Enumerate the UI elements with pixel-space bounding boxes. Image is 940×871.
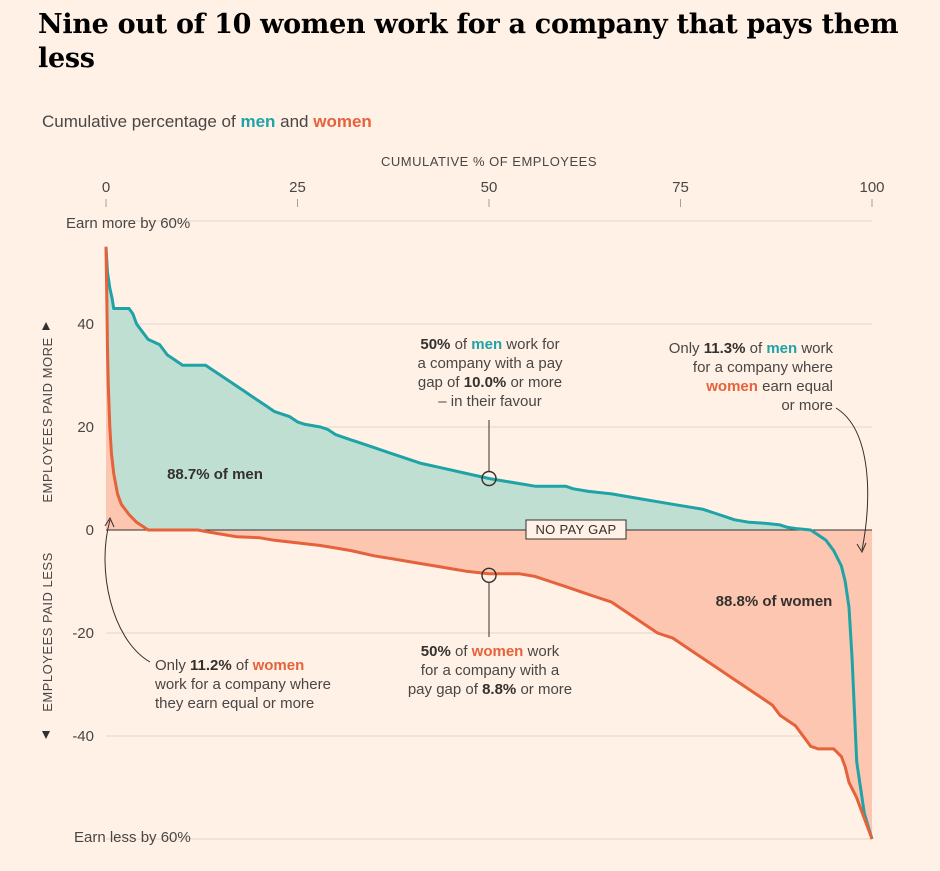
y-tick-label: 0 bbox=[86, 522, 94, 539]
anno-women-median-line: for a company with a bbox=[421, 662, 560, 679]
leader-women-equal bbox=[104, 519, 151, 663]
anno-men-equal-line: Only 11.3% of men work bbox=[669, 340, 834, 357]
region-label-women: 88.8% of women bbox=[716, 593, 833, 610]
subtitle-women: women bbox=[313, 112, 372, 131]
men-line bbox=[104, 246, 874, 840]
y-tick-label: 20 bbox=[77, 419, 94, 436]
subtitle-men: men bbox=[240, 112, 276, 131]
arrow-women-equal-icon bbox=[104, 516, 115, 528]
anno-men-median-line: a company with a pay bbox=[417, 355, 563, 372]
anno-men-equal-line: or more bbox=[781, 397, 833, 414]
marker-men-median bbox=[481, 470, 497, 487]
x-tick-label: 50 bbox=[481, 179, 498, 196]
x-axis-label: CUMULATIVE % OF EMPLOYEES bbox=[381, 154, 597, 169]
y-tick-label: -40 bbox=[72, 728, 94, 745]
anno-women-median-line: 50% of women work bbox=[421, 643, 560, 660]
women-line bbox=[104, 246, 874, 840]
women-area bbox=[106, 246, 872, 840]
anno-women-equal-line: they earn equal or more bbox=[155, 695, 314, 712]
y-tick-label: -20 bbox=[72, 625, 94, 642]
subtitle-middle: and bbox=[275, 112, 314, 131]
axes: 40 20 0 -20 -40 0 25 50 75 100 bbox=[72, 179, 884, 745]
arrow-down-icon bbox=[42, 731, 50, 739]
anno-men-median-line: gap of 10.0% or more bbox=[418, 374, 562, 391]
no-pay-gap-text: NO PAY GAP bbox=[535, 522, 616, 537]
anno-men-median-line: – in their favour bbox=[438, 393, 541, 410]
leader-men-equal bbox=[835, 407, 869, 551]
region-label-men: 88.7% of men bbox=[167, 466, 263, 483]
chart-areas bbox=[106, 246, 872, 840]
y-top-label: Earn more by 60% bbox=[66, 215, 190, 232]
chart-subtitle: Cumulative percentage of men and women bbox=[42, 112, 372, 132]
subtitle-prefix: Cumulative percentage of bbox=[42, 112, 241, 131]
y-label-less: EMPLOYEES PAID LESS bbox=[40, 552, 55, 712]
x-tick-label: 100 bbox=[859, 179, 884, 196]
y-tick-label: 40 bbox=[77, 316, 94, 333]
arrow-up-icon bbox=[42, 322, 50, 330]
anno-men-equal-line: women earn equal bbox=[705, 378, 833, 395]
marker-women-median bbox=[481, 567, 497, 584]
series-lines bbox=[104, 246, 874, 840]
x-tick-label: 25 bbox=[289, 179, 306, 196]
anno-women-equal-line: Only 11.2% of women bbox=[155, 657, 304, 674]
no-pay-gap-label: NO PAY GAP bbox=[525, 519, 627, 540]
anno-men-equal-line: for a company where bbox=[693, 359, 833, 376]
anno-men-median-line: 50% of men work for bbox=[420, 336, 559, 353]
anno-women-equal-line: work for a company where bbox=[154, 676, 331, 693]
annotations: 50% of men work for a company with a pay g… bbox=[104, 336, 869, 712]
y-bottom-label: Earn less by 60% bbox=[74, 829, 191, 846]
y-label-more: EMPLOYEES PAID MORE bbox=[40, 337, 55, 502]
x-tick-label: 0 bbox=[102, 179, 110, 196]
arrow-men-equal-icon bbox=[856, 542, 867, 554]
x-tick-label: 75 bbox=[672, 179, 689, 196]
chart-title: Nine out of 10 women work for a company … bbox=[38, 9, 899, 74]
anno-women-median-line: pay gap of 8.8% or more bbox=[408, 681, 572, 698]
